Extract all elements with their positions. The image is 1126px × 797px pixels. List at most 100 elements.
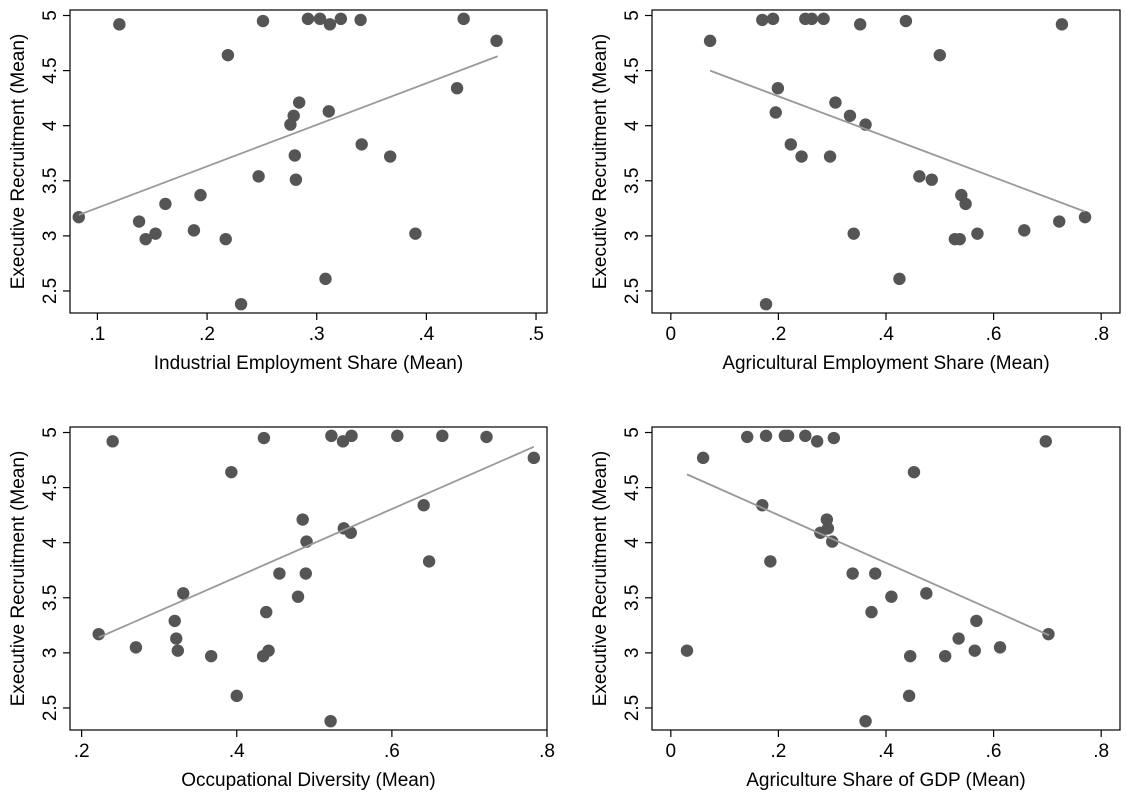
data-point [844, 110, 856, 122]
data-point [859, 715, 871, 727]
data-point [258, 432, 270, 444]
data-point [704, 35, 716, 47]
data-point [900, 15, 912, 27]
data-point [903, 690, 915, 702]
data-point [971, 227, 983, 239]
data-point [409, 227, 421, 239]
y-tick-label: 3.5 [622, 585, 643, 611]
y-axis-title: Executive Recruitment (Mean) [590, 451, 611, 707]
data-point [970, 615, 982, 627]
x-axis-title: Occupational Diversity (Mean) [181, 770, 435, 791]
data-point [345, 430, 357, 442]
data-point [292, 590, 304, 602]
data-point [767, 13, 779, 25]
y-tick-label: 2.5 [40, 695, 61, 721]
y-tick-label: 4.5 [40, 474, 61, 500]
data-point [848, 227, 860, 239]
data-point [939, 650, 951, 662]
y-tick-label: 2.5 [622, 278, 643, 304]
data-point [436, 430, 448, 442]
data-point [252, 170, 264, 182]
data-point [384, 150, 396, 162]
data-point [354, 14, 366, 26]
x-tick-label: .4 [229, 741, 245, 762]
y-tick-label: 5 [622, 427, 643, 438]
scatter-panel-4: 0.2.4.6.82.533.544.55Agriculture Share o… [590, 427, 1120, 791]
data-point [920, 587, 932, 599]
data-point [257, 15, 269, 27]
data-point [953, 233, 965, 245]
data-point [423, 555, 435, 567]
data-point [113, 18, 125, 30]
data-point [188, 224, 200, 236]
x-tick-label: 0 [666, 324, 677, 345]
y-tick-label: 2.5 [622, 695, 643, 721]
data-point [934, 49, 946, 61]
data-point [885, 590, 897, 602]
x-tick-label: .6 [986, 324, 1002, 345]
y-tick-label: 5 [622, 10, 643, 21]
y-tick-label: 3.5 [40, 585, 61, 611]
data-point [169, 615, 181, 627]
data-point [959, 198, 971, 210]
data-point [528, 452, 540, 464]
data-point [235, 298, 247, 310]
data-point [782, 430, 794, 442]
y-tick-label: 5 [40, 10, 61, 21]
x-tick-label: .4 [418, 324, 434, 345]
data-point [1079, 211, 1091, 223]
data-point [130, 641, 142, 653]
data-point [273, 567, 285, 579]
y-axis-title: Executive Recruitment (Mean) [8, 34, 29, 290]
data-point [290, 173, 302, 185]
x-axis-title: Agricultural Employment Share (Mean) [722, 353, 1049, 374]
y-tick-label: 3.5 [40, 168, 61, 194]
x-tick-label: .3 [309, 324, 325, 345]
scatter-panel-1: .1 .2 .3 .4 .5 2.5 3 3.5 4 4.5 5 Industrial Employm… [8, 10, 547, 374]
y-tick-label: 2.5 [40, 278, 61, 304]
data-point [772, 82, 784, 94]
data-point [324, 715, 336, 727]
data-point [908, 466, 920, 478]
data-point [811, 435, 823, 447]
data-point [994, 641, 1006, 653]
y-axis-title: Executive Recruitment (Mean) [590, 34, 611, 290]
data-point [1056, 18, 1068, 30]
y-tick-label: 4 [622, 537, 643, 548]
x-tick-label: .4 [878, 741, 894, 762]
data-point [969, 644, 981, 656]
data-point [760, 298, 772, 310]
data-point [289, 149, 301, 161]
data-point [302, 13, 314, 25]
data-point [697, 452, 709, 464]
x-tick-label: .2 [199, 324, 215, 345]
plot-frame [652, 427, 1120, 730]
data-point [854, 18, 866, 30]
x-tick-label: .8 [1093, 324, 1109, 345]
x-tick-label: .1 [89, 324, 105, 345]
data-point [296, 513, 308, 525]
y-tick-label: 4.5 [40, 57, 61, 83]
data-point [417, 499, 429, 511]
data-point [300, 567, 312, 579]
data-point [490, 35, 502, 47]
data-point [159, 198, 171, 210]
scatter-panel-3: .2 .4 .6 .8 2.5 3 3.5 4 4.5 5 Occupational Diversi… [8, 427, 555, 791]
data-point [106, 435, 118, 447]
x-tick-label: .2 [770, 741, 786, 762]
data-point [220, 233, 232, 245]
x-tick-label: .8 [1093, 741, 1109, 762]
data-point [172, 644, 184, 656]
scatter-panel-2: 0 .2 .4 .6 .8 2.5 3 3.5 4 4.5 5 Agricultural Employ… [590, 10, 1120, 374]
data-point [869, 567, 881, 579]
y-tick-label: 4.5 [622, 57, 643, 83]
x-axis-title: Agriculture Share of GDP (Mean) [746, 770, 1026, 791]
data-point [828, 432, 840, 444]
x-tick-label: .4 [878, 324, 894, 345]
data-point [681, 644, 693, 656]
data-point [92, 628, 104, 640]
data-point [323, 105, 335, 117]
data-point [287, 110, 299, 122]
data-point [799, 430, 811, 442]
